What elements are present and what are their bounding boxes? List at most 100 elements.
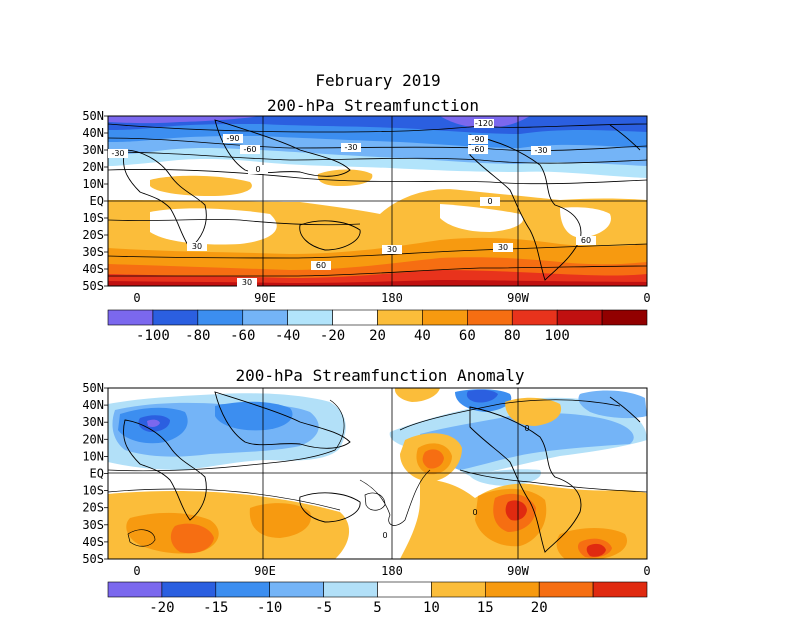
p1-contour-label: 30 bbox=[387, 245, 397, 254]
cb2-label: -20 bbox=[149, 600, 174, 616]
p1-white-hole-spac bbox=[440, 204, 524, 232]
p1-contour-label-bg bbox=[493, 243, 513, 252]
p1-contour-label-bg bbox=[311, 261, 331, 270]
p2-coastlines bbox=[123, 391, 641, 553]
panel2-lat-label: 30N bbox=[82, 415, 104, 429]
cb2-swatch bbox=[592, 581, 648, 598]
panel2-title: 200-hPa Streamfunction Anomaly bbox=[236, 366, 525, 385]
p1-contour-label: -30 bbox=[534, 146, 547, 155]
p1-contour-label-bg bbox=[187, 242, 207, 251]
panel2-lat-label: 10S bbox=[82, 484, 104, 498]
cb1-label: 80 bbox=[504, 328, 521, 344]
panel1-lon-label: 180 bbox=[381, 291, 403, 305]
p1-white-hole-sio bbox=[150, 208, 277, 245]
p2-neg-25 bbox=[147, 419, 160, 427]
cb1-swatch bbox=[287, 309, 333, 326]
cb1-swatch bbox=[332, 309, 378, 326]
p1-contour-label-bg bbox=[237, 278, 257, 287]
panel1-lat-label: 30S bbox=[82, 245, 104, 259]
p1-contour-label-bg bbox=[223, 134, 243, 143]
p1-contour-label: 0 bbox=[255, 165, 260, 174]
p1-contours bbox=[108, 123, 647, 277]
cb1-label: 40 bbox=[414, 328, 431, 344]
cb1-label: -40 bbox=[275, 328, 300, 344]
p1-blob-africa bbox=[150, 175, 252, 196]
p2-pos-15 bbox=[170, 523, 214, 554]
p1-contour-label-bg bbox=[382, 245, 402, 254]
panel1-lon-label: 0 bbox=[643, 291, 650, 305]
cb1-label: 20 bbox=[369, 328, 386, 344]
p1-contour-label: -120 bbox=[475, 119, 493, 128]
p2-neg-eq-pac bbox=[470, 469, 541, 486]
p1-contour-label: -30 bbox=[111, 149, 124, 158]
cb2-swatch bbox=[215, 581, 271, 598]
panel1-title: 200-hPa Streamfunction bbox=[267, 96, 479, 115]
p1-blob-wpac bbox=[317, 169, 373, 186]
p1-contour-label: -30 bbox=[344, 143, 357, 152]
p2-neg-10-b bbox=[420, 413, 634, 470]
p1-contour-label-bg bbox=[468, 145, 488, 154]
panel2-lat-label: 20N bbox=[82, 432, 104, 446]
panel1-lat-label: 20N bbox=[82, 160, 104, 174]
panel1-lat-label: 50N bbox=[82, 109, 104, 123]
p2-pos-5-e bbox=[394, 388, 440, 402]
cb1-swatch bbox=[242, 309, 288, 326]
panel2-lon-label: 90W bbox=[507, 564, 529, 578]
p1-band-neg-100 bbox=[108, 116, 260, 124]
panel2-lat-label: 20S bbox=[82, 501, 104, 515]
panel1-lat-label: EQ bbox=[90, 194, 104, 208]
panel1-lat-label: 10N bbox=[82, 177, 104, 191]
panel1-lon-axis: 0 90E 180 90W 0 bbox=[133, 291, 650, 305]
p1-contour-label-bg bbox=[531, 146, 551, 155]
p1-contour-label-bg bbox=[480, 197, 500, 206]
panel2-lat-label: 40N bbox=[82, 398, 104, 412]
cb2-label: -15 bbox=[203, 600, 228, 616]
panel2-lon-label: 90E bbox=[254, 564, 276, 578]
cb1-swatch bbox=[377, 309, 423, 326]
colorbar1: -100 -80 -60 -40 -20 20 40 60 80 100 bbox=[107, 309, 648, 344]
cb2-swatch bbox=[538, 581, 594, 598]
panel2-lon-axis: 0 90E 180 90W 0 bbox=[133, 564, 650, 578]
panel2-lon-label: 0 bbox=[133, 564, 140, 578]
p1-contour-label-bg bbox=[240, 145, 260, 154]
cb2-label: 5 bbox=[373, 600, 381, 616]
p2-pos-15-c bbox=[422, 449, 444, 469]
cb2-swatch bbox=[269, 581, 324, 598]
cb1-label: 60 bbox=[459, 328, 476, 344]
p2-contour-label: 0 bbox=[472, 508, 477, 517]
p2-pos-5-d bbox=[505, 397, 562, 426]
panel2-lat-label: 40S bbox=[82, 535, 104, 549]
p1-contour-label: 30 bbox=[498, 243, 508, 252]
panel2-lat-label: 50S bbox=[82, 552, 104, 566]
p2-contour-label: 0 bbox=[524, 424, 529, 433]
cb1-label: -20 bbox=[320, 328, 345, 344]
cb1-swatch bbox=[556, 309, 603, 326]
panel2-lon-label: 180 bbox=[381, 564, 403, 578]
p1-contour-label-bg bbox=[576, 236, 596, 245]
p2-contour-labels: 0 0 0 bbox=[382, 424, 529, 540]
cb2-swatch bbox=[377, 581, 432, 598]
p2-contour-label: 0 bbox=[382, 531, 387, 540]
cb1-swatch bbox=[152, 309, 199, 326]
colorbar2: -20 -15 -10 -5 5 10 15 20 bbox=[107, 581, 648, 616]
cb1-label: 100 bbox=[545, 328, 570, 344]
panel1-lat-label: 20S bbox=[82, 228, 104, 242]
p1-contour-label: 60 bbox=[316, 261, 326, 270]
p1-contour-label: -90 bbox=[226, 134, 239, 143]
panel1-lat-label: 40N bbox=[82, 126, 104, 140]
p2-pos-20-b bbox=[586, 543, 606, 557]
p2-pos-20 bbox=[505, 500, 527, 521]
p1-contour-label-bg bbox=[248, 165, 268, 174]
panel1-lon-label: 90W bbox=[507, 291, 529, 305]
panel1-lat-label: 10S bbox=[82, 211, 104, 225]
cb1-label: -60 bbox=[230, 328, 255, 344]
panel1-lat-label: 30N bbox=[82, 143, 104, 157]
cb2-label: 20 bbox=[531, 600, 548, 616]
cb2-label: -10 bbox=[257, 600, 282, 616]
cb2-swatch bbox=[161, 581, 217, 598]
p1-contour-label: 30 bbox=[192, 242, 202, 251]
cb1-swatch bbox=[467, 309, 513, 326]
panel2-map bbox=[108, 388, 647, 559]
panel1-lon-label: 90E bbox=[254, 291, 276, 305]
